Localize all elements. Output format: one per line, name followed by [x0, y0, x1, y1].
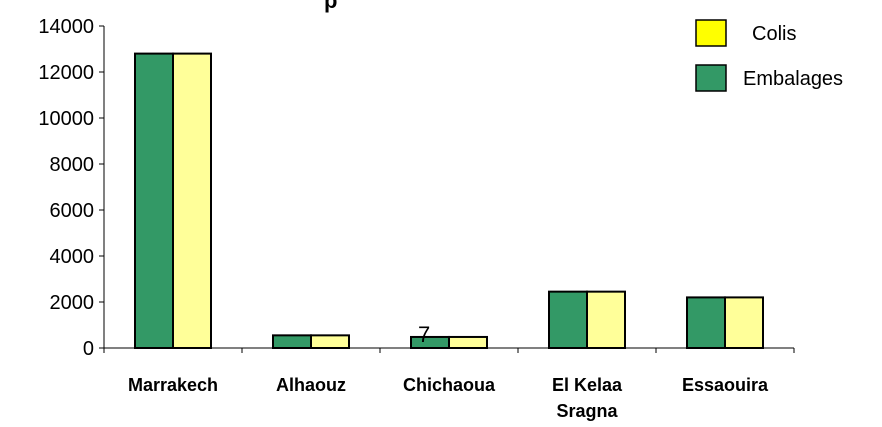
legend-swatch [695, 19, 727, 47]
bar [548, 290, 588, 349]
bars [134, 52, 764, 350]
bar [310, 334, 350, 350]
y-tick-label: 12000 [38, 62, 94, 84]
bar [686, 296, 726, 349]
y-tick-labels: 0 2000 4000 6000 8000 10000 12000 14000 [38, 16, 94, 360]
legend-label: Colis [752, 23, 796, 45]
y-tick-label: 0 [83, 338, 94, 360]
y-tick-label: 2000 [50, 292, 95, 314]
y-tick-label: 10000 [38, 108, 94, 130]
category-label: Essaouira [682, 375, 769, 395]
y-tick-label: 4000 [50, 246, 95, 268]
category-label: Sragna [556, 401, 618, 421]
category-label: Chichaoua [403, 375, 496, 395]
legend-swatch [695, 64, 727, 92]
category-label: Alhaouz [276, 375, 346, 395]
bar [172, 52, 212, 349]
bar [272, 334, 312, 350]
y-tick-label: 14000 [38, 16, 94, 38]
bar [724, 296, 764, 349]
legend: Colis Embalages [695, 19, 843, 92]
annotation-label: 7 [418, 322, 430, 347]
y-tick-label: 8000 [50, 154, 95, 176]
y-tick-label: 6000 [50, 200, 95, 222]
bar [448, 335, 488, 349]
category-labels: Marrakech Alhaouz Chichaoua El Kelaa Sragna E… [128, 375, 769, 421]
chart-title: p [324, 0, 337, 13]
category-label: Marrakech [128, 375, 218, 395]
legend-label: Embalages [743, 68, 843, 90]
annotations: 7 [418, 322, 430, 347]
bar [586, 290, 626, 349]
bar [134, 52, 174, 349]
category-label: El Kelaa [552, 375, 623, 395]
